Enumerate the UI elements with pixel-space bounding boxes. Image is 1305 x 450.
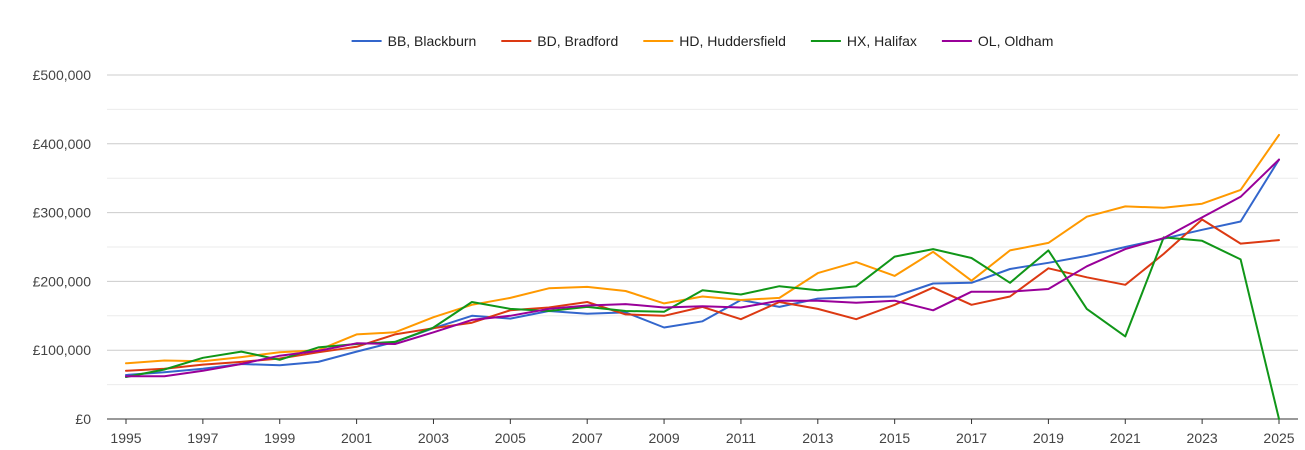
gridlines (107, 74, 1298, 386)
y-tick-label: £500,000 (33, 67, 92, 83)
x-axis-ticks: 1995 1997 1999 2001 2003 2005 2007 2009 2011 2013… (110, 419, 1295, 446)
x-tick-label: 2025 (1263, 430, 1294, 446)
y-axis-ticks: £0 £100,000 £200,000 £300,000 £400,000 £500,0… (33, 67, 92, 427)
legend-item-bb[interactable]: BB, Blackburn (351, 33, 477, 49)
series-line-bb (125, 158, 1280, 376)
legend-label: OL, Oldham (978, 33, 1053, 49)
x-tick-label: 2021 (1110, 430, 1141, 446)
series-line-bd (125, 218, 1280, 372)
legend[interactable]: BB, Blackburn BD, Bradford HD, Huddersfiel… (351, 33, 1054, 49)
x-tick-label: 2013 (802, 430, 833, 446)
x-tick-label: 2003 (418, 430, 449, 446)
legend-label: HX, Halifax (847, 33, 917, 49)
x-tick-label: 2001 (341, 430, 372, 446)
x-tick-label: 2017 (956, 430, 987, 446)
series-line-hx (125, 236, 1280, 420)
legend-item-hx[interactable]: HX, Halifax (810, 33, 917, 49)
legend-label: HD, Huddersfield (679, 33, 786, 49)
legend-item-ol[interactable]: OL, Oldham (941, 33, 1053, 49)
series-line-ol (125, 158, 1280, 378)
x-tick-label: 2019 (1033, 430, 1064, 446)
x-tick-label: 2011 (726, 430, 756, 446)
y-tick-label: £100,000 (33, 342, 92, 358)
series-lines (125, 133, 1280, 420)
y-tick-label: £0 (75, 411, 91, 427)
x-tick-label: 2023 (1187, 430, 1218, 446)
y-tick-label: £400,000 (33, 136, 92, 152)
y-tick-label: £200,000 (33, 273, 92, 289)
series-line-hd (125, 133, 1280, 365)
legend-label: BB, Blackburn (388, 33, 477, 49)
x-tick-label: 2015 (879, 430, 910, 446)
x-tick-label: 2009 (648, 430, 679, 446)
y-tick-label: £300,000 (33, 205, 92, 221)
x-tick-label: 2007 (572, 430, 603, 446)
legend-item-hd[interactable]: HD, Huddersfield (643, 33, 786, 49)
x-tick-label: 1997 (187, 430, 218, 446)
x-tick-label: 2005 (495, 430, 526, 446)
legend-label: BD, Bradford (537, 33, 618, 49)
x-tick-label: 1995 (110, 430, 141, 446)
x-tick-label: 1999 (264, 430, 295, 446)
legend-item-bd[interactable]: BD, Bradford (501, 33, 618, 49)
